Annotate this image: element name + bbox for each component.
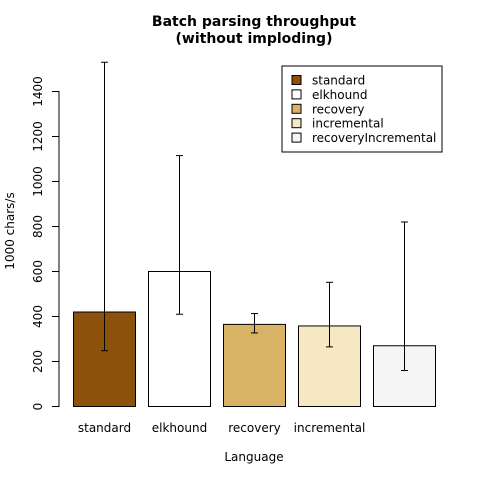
y-tick-label: 800 <box>31 215 45 238</box>
bars-group <box>73 271 436 408</box>
legend-swatch <box>291 132 302 143</box>
legend-label: recovery <box>312 102 365 116</box>
y-tick-label: 0 <box>31 403 45 411</box>
x-axis-labels: standard elkhound recovery incremental <box>78 421 365 435</box>
y-tick-label: 200 <box>31 350 45 373</box>
y-tick-label: 1400 <box>31 76 45 107</box>
y-axis-title: 1000 chars/s <box>3 192 17 269</box>
legend-swatch <box>291 89 302 100</box>
y-tick-label: 1000 <box>31 166 45 197</box>
legend-label: incremental <box>312 117 384 131</box>
legend-swatch <box>291 75 302 85</box>
chart-title-line-1: Batch parsing throughput <box>152 14 356 30</box>
y-tick-label: 600 <box>31 260 45 283</box>
y-tick-label: 400 <box>31 305 45 328</box>
chart-title-line-2: (without imploding) <box>176 31 333 47</box>
legend-swatch <box>291 103 302 114</box>
x-tick-label: incremental <box>294 421 366 435</box>
legend: standardelkhoundrecoveryincrementalrecov… <box>281 65 443 153</box>
y-tick-label: 1200 <box>31 121 45 152</box>
legend-box <box>281 65 443 153</box>
x-tick-label: elkhound <box>152 421 207 435</box>
legend-label: recoveryIncremental <box>312 131 436 145</box>
x-tick-label: recovery <box>228 421 281 435</box>
legend-label: standard <box>312 74 365 88</box>
y-axis-ticks: 0 200 400 600 800 1000 1200 1400 <box>31 76 59 410</box>
legend-label: elkhound <box>312 88 367 102</box>
legend-swatch <box>291 118 302 129</box>
error-bars-group <box>101 61 408 371</box>
x-tick-label: standard <box>78 421 131 435</box>
x-axis-title: Language <box>224 450 283 464</box>
bar <box>223 323 286 407</box>
